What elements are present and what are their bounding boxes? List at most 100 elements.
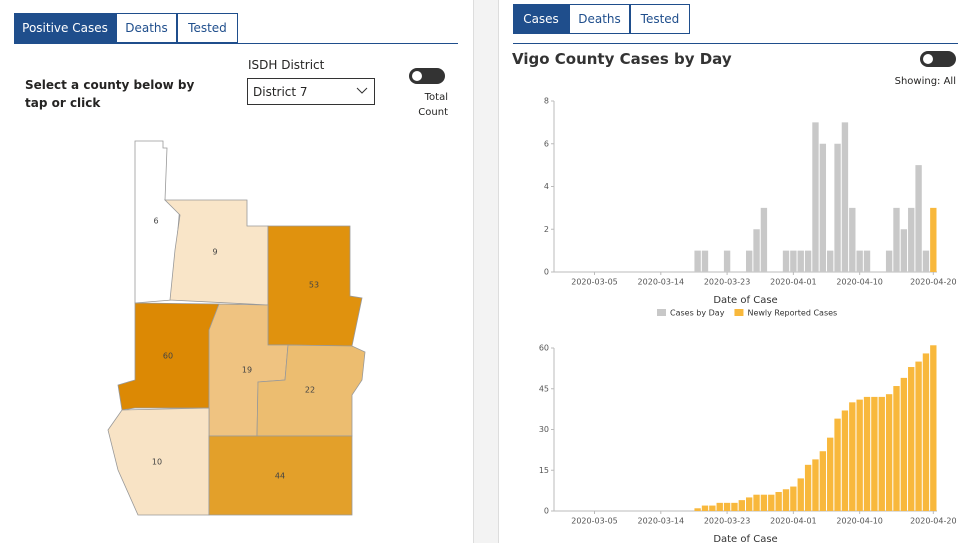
bar xyxy=(775,491,782,511)
bar xyxy=(930,207,937,272)
district-label: ISDH District xyxy=(248,58,325,72)
tab-rule xyxy=(14,43,458,44)
y-tick-label: 30 xyxy=(539,425,549,434)
bar xyxy=(790,250,797,272)
y-tick-label: 2 xyxy=(544,225,549,234)
county-label: 6 xyxy=(153,217,158,226)
bar xyxy=(915,361,922,511)
x-tick-label: 2020-03-23 xyxy=(704,278,751,287)
bar xyxy=(849,402,856,511)
toggle-label: Total Count xyxy=(418,92,448,118)
county-label: 9 xyxy=(212,248,217,257)
bar xyxy=(709,505,716,511)
bar xyxy=(753,494,760,511)
legend-swatch xyxy=(734,309,744,316)
bar xyxy=(790,486,797,511)
county[interactable] xyxy=(256,344,366,437)
county-label: 10 xyxy=(152,458,162,467)
bar xyxy=(893,386,900,511)
bar xyxy=(768,494,775,511)
y-tick-label: 0 xyxy=(544,268,549,277)
x-tick-label: 2020-04-01 xyxy=(770,517,817,526)
y-tick-label: 15 xyxy=(539,466,549,475)
prompt: Select a county below by tap or click xyxy=(25,78,195,110)
select-value: District 7 xyxy=(253,85,308,99)
tab[interactable]: Tested xyxy=(177,13,238,43)
y-tick-label: 0 xyxy=(544,507,549,516)
bar xyxy=(812,122,819,272)
toggle[interactable] xyxy=(409,68,445,84)
toggle[interactable] xyxy=(920,51,956,67)
bar xyxy=(694,250,701,272)
bar xyxy=(797,478,804,511)
bar xyxy=(819,143,827,272)
bar xyxy=(716,502,723,511)
bar xyxy=(723,502,731,511)
showing-label: Showing: All xyxy=(894,76,956,87)
bar xyxy=(827,250,834,272)
bar xyxy=(841,122,849,272)
bar xyxy=(930,345,937,511)
x-tick-label: 2020-03-23 xyxy=(704,517,751,526)
y-tick-label: 6 xyxy=(544,139,549,148)
bar xyxy=(878,396,885,511)
bar xyxy=(922,250,930,272)
y-tick-label: 4 xyxy=(544,182,549,191)
x-tick-label: 2020-04-10 xyxy=(836,517,883,526)
bar xyxy=(908,367,915,511)
bar xyxy=(760,207,768,272)
county[interactable] xyxy=(208,435,353,516)
tab[interactable]: Cases xyxy=(513,4,569,34)
y-tick-label: 60 xyxy=(539,344,549,353)
county-label: 53 xyxy=(309,281,319,290)
bar xyxy=(723,250,731,272)
chart-title: Vigo County Cases by Day xyxy=(512,50,732,68)
tab[interactable]: Deaths xyxy=(116,13,177,43)
bar xyxy=(841,410,849,511)
bar xyxy=(900,229,908,272)
bar xyxy=(885,250,893,272)
bar xyxy=(863,250,871,272)
bar xyxy=(760,494,768,511)
county-map: 6 9 53 60 19 22 10 44 xyxy=(107,140,366,516)
bar xyxy=(856,399,863,511)
x-tick-label: 2020-03-05 xyxy=(571,278,618,287)
tab[interactable]: Tested xyxy=(630,4,690,34)
bar xyxy=(746,497,753,511)
charts: 0 2 4 6 8 2020-03-05 2020-03-14 2020-03-23 2020-… xyxy=(539,97,957,543)
bar xyxy=(849,207,856,272)
x-tick-label: 2020-03-14 xyxy=(638,278,685,287)
x-axis-title: Date of Case xyxy=(713,295,777,306)
bar xyxy=(827,437,834,511)
bar xyxy=(812,459,819,511)
panel-divider xyxy=(473,0,499,543)
tab[interactable]: Positive Cases xyxy=(14,13,116,43)
legend-label: Cases by Day xyxy=(670,309,725,318)
bar xyxy=(819,451,827,511)
bar xyxy=(782,250,790,272)
county[interactable] xyxy=(107,407,210,516)
bar xyxy=(746,250,753,272)
bar xyxy=(871,396,878,511)
bar xyxy=(893,207,900,272)
district-select[interactable]: District 7 xyxy=(247,78,375,105)
bar xyxy=(804,464,812,511)
x-tick-label: 2020-03-14 xyxy=(638,517,685,526)
x-tick-label: 2020-03-05 xyxy=(571,517,618,526)
bar xyxy=(731,502,738,511)
x-axis-title: Date of Case xyxy=(713,534,777,543)
bar xyxy=(856,250,863,272)
tab-rule xyxy=(513,43,958,44)
tab[interactable]: Deaths xyxy=(569,4,630,34)
bar xyxy=(701,250,709,272)
legend-swatch xyxy=(657,309,666,316)
bar xyxy=(908,207,915,272)
bar xyxy=(694,508,701,511)
legend-label: Newly Reported Cases xyxy=(747,309,837,318)
county-label: 22 xyxy=(305,386,315,395)
bar xyxy=(915,165,922,272)
x-tick-label: 2020-04-01 xyxy=(770,278,817,287)
bar xyxy=(900,377,908,511)
county-label: 19 xyxy=(242,366,252,375)
